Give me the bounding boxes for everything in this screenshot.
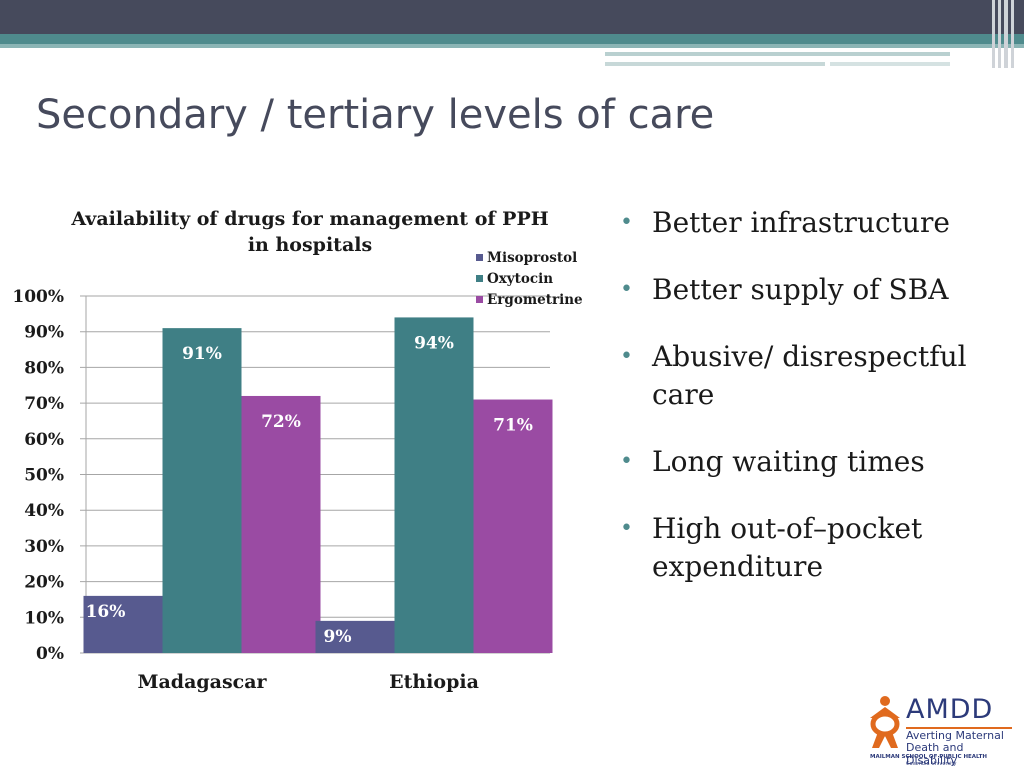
bullet-text: High out-of–pocket expenditure — [652, 512, 923, 583]
y-tick-label: 30% — [24, 537, 64, 557]
y-tick-label: 0% — [36, 644, 64, 664]
logo-line2: Death and Disability — [906, 741, 964, 767]
bullet-item: • Abusive/ disrespectful care — [620, 338, 1010, 414]
y-tick-label: 90% — [24, 323, 64, 343]
bar-ergometrine-madagascar — [241, 395, 321, 653]
amdd-figure-icon — [870, 696, 900, 748]
logo-line1: Averting Maternal — [906, 729, 1004, 742]
bullet-text: Long waiting times — [652, 445, 925, 478]
decor-vstripe — [1004, 0, 1008, 68]
slide-title: Secondary / tertiary levels of care — [36, 92, 715, 138]
data-label: 72% — [261, 412, 301, 432]
data-label: 71% — [493, 416, 533, 436]
chart-title: Availability of drugs for management of … — [71, 208, 549, 256]
top-banner — [0, 0, 1024, 34]
logo-divider — [906, 727, 1012, 729]
amdd-logo: AMDD Averting Maternal Death and Disabil… — [866, 694, 1016, 767]
bullet-item: • Better supply of SBA — [620, 271, 1010, 309]
legend-swatch — [476, 275, 483, 282]
bar-oxytocin-ethiopia — [394, 317, 474, 653]
legend-swatch — [476, 296, 483, 303]
bullet-item: • Long waiting times — [620, 443, 1010, 481]
teal-band — [0, 34, 1024, 44]
data-label: 9% — [324, 627, 352, 647]
y-tick-label: 20% — [24, 573, 64, 593]
data-label: 16% — [86, 602, 126, 622]
logo-school: MAILMAN SCHOOL OF PUBLIC HEALTH — [870, 754, 988, 760]
y-tick-label: 80% — [24, 358, 64, 378]
y-tick-label: 10% — [24, 608, 64, 628]
data-label: 91% — [182, 344, 222, 364]
bullet-dot-icon: • — [620, 277, 633, 302]
y-tick-label: 60% — [24, 430, 64, 450]
decor-vstripe — [1011, 0, 1014, 68]
decor-stripe — [605, 62, 825, 66]
teal-band-light — [0, 44, 1024, 48]
decor-stripe — [605, 52, 950, 56]
bullet-dot-icon: • — [620, 516, 633, 541]
bullet-item: • Better infrastructure — [620, 204, 1010, 242]
bar-misoprostol-ethiopia — [315, 620, 395, 653]
x-category-label: Madagascar — [137, 671, 267, 693]
decor-vstripe — [998, 0, 1001, 68]
bullet-text: Better infrastructure — [652, 206, 950, 239]
bullet-text: Better supply of SBA — [652, 273, 949, 306]
legend-label: Ergometrine — [487, 292, 583, 308]
y-tick-label: 50% — [24, 466, 64, 486]
y-tick-label: 100% — [12, 287, 64, 307]
bullet-item: • High out-of–pocket expenditure — [620, 510, 1010, 586]
bullet-dot-icon: • — [620, 344, 633, 369]
x-category-label: Ethiopia — [389, 671, 479, 693]
logo-university: Columbia University — [906, 761, 957, 767]
logo-wordmark: AMDD — [906, 694, 994, 725]
y-tick-label: 40% — [24, 501, 64, 521]
bullet-dot-icon: • — [620, 449, 633, 474]
bullet-text: Abusive/ disrespectful care — [652, 340, 967, 411]
bullet-list: • Better infrastructure • Better supply of… — [620, 204, 1010, 615]
bar-chart: 0% 10% 20% 30% 40% 50% 60% 70% 80% 90% 100% 16% 91% 7… — [12, 250, 583, 693]
legend-label: Misoprostol — [487, 250, 577, 266]
bar-oxytocin-madagascar — [162, 328, 242, 653]
bullet-dot-icon: • — [620, 210, 633, 235]
bar-misoprostol-madagascar — [83, 595, 163, 653]
y-tick-label: 70% — [24, 394, 64, 414]
legend-label: Oxytocin — [487, 271, 553, 287]
bar-ergometrine-ethiopia — [473, 399, 553, 653]
legend-swatch — [476, 254, 483, 261]
decor-stripe — [830, 62, 950, 66]
data-label: 94% — [414, 333, 454, 353]
decor-vstripe — [992, 0, 995, 68]
